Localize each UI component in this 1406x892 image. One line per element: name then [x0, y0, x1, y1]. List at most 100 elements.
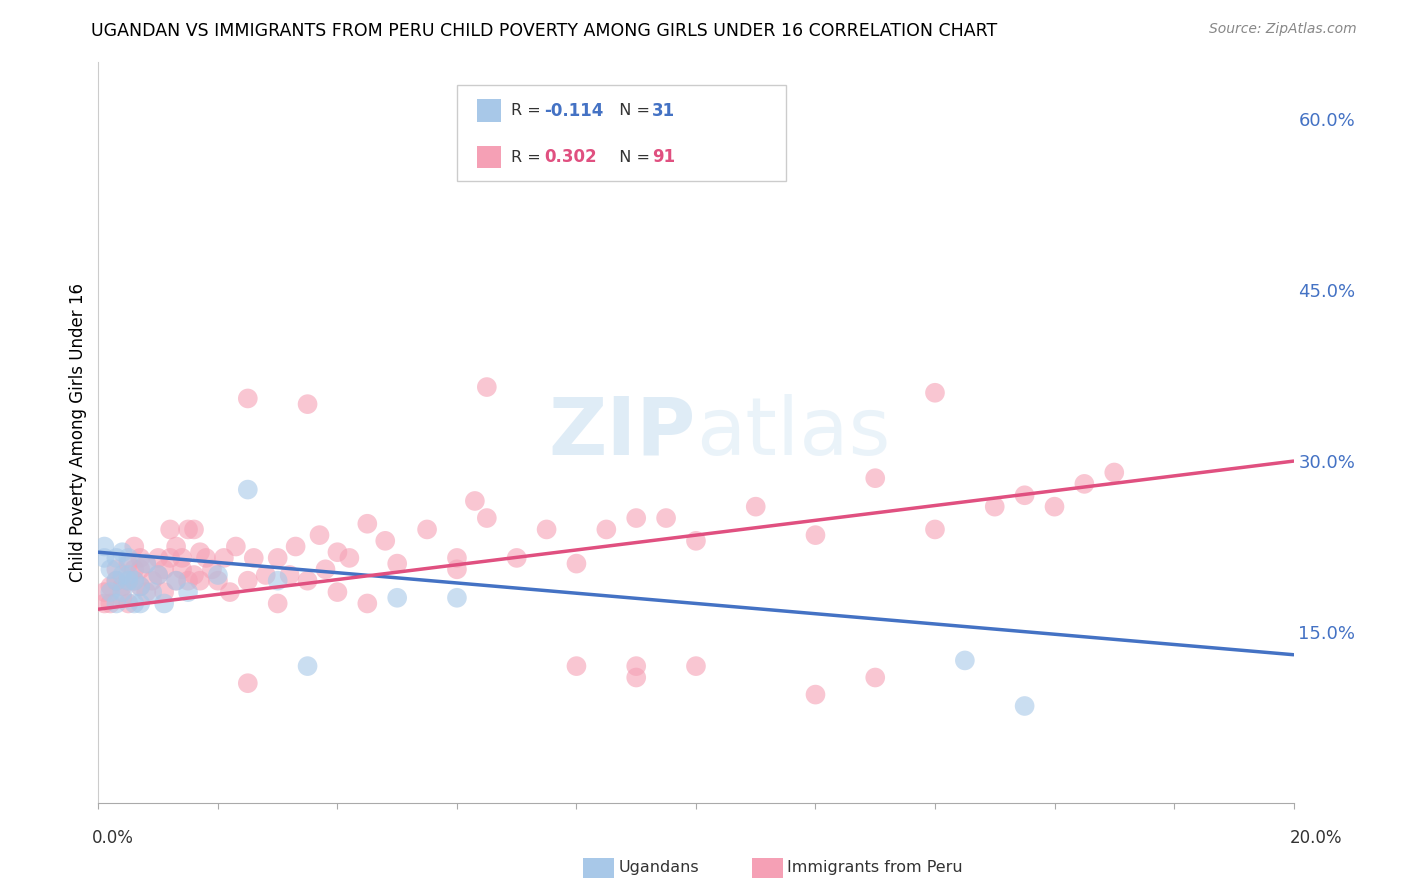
Text: 91: 91: [652, 148, 675, 166]
Point: [984, 500, 1007, 514]
Point: [141, 585, 163, 599]
Point: [93, 597, 115, 611]
Text: atlas: atlas: [696, 393, 890, 472]
Point: [506, 550, 529, 565]
Point: [267, 597, 290, 611]
Point: [924, 385, 946, 400]
Point: [129, 579, 152, 593]
Point: [315, 562, 337, 576]
Point: [225, 540, 247, 554]
FancyBboxPatch shape: [477, 99, 501, 121]
Point: [129, 550, 152, 565]
Text: -0.114: -0.114: [544, 102, 603, 120]
Point: [129, 562, 152, 576]
Point: [165, 540, 187, 554]
Y-axis label: Child Poverty Among Girls Under 16: Child Poverty Among Girls Under 16: [69, 283, 87, 582]
Text: R =: R =: [510, 103, 546, 118]
Point: [117, 568, 139, 582]
Point: [243, 550, 266, 565]
Point: [536, 523, 558, 537]
Text: Immigrants from Peru: Immigrants from Peru: [787, 860, 963, 874]
Point: [565, 659, 588, 673]
Point: [1104, 466, 1126, 480]
Point: [297, 659, 319, 673]
Point: [98, 562, 122, 576]
Point: [93, 585, 115, 599]
Point: [416, 523, 439, 537]
Point: [105, 550, 128, 565]
Point: [267, 550, 290, 565]
Point: [98, 585, 122, 599]
Point: [267, 574, 290, 588]
Text: ZIP: ZIP: [548, 393, 696, 472]
Point: [207, 574, 229, 588]
Point: [165, 574, 187, 588]
Point: [153, 585, 176, 599]
Point: [446, 550, 468, 565]
Point: [124, 562, 146, 576]
Point: [804, 688, 827, 702]
Point: [124, 574, 146, 588]
Text: UGANDAN VS IMMIGRANTS FROM PERU CHILD POVERTY AMONG GIRLS UNDER 16 CORRELATION C: UGANDAN VS IMMIGRANTS FROM PERU CHILD PO…: [91, 22, 998, 40]
Point: [159, 550, 181, 565]
Point: [236, 676, 259, 690]
Point: [188, 574, 211, 588]
Point: [297, 397, 319, 411]
Point: [117, 557, 139, 571]
Point: [183, 568, 205, 582]
Point: [111, 579, 134, 593]
Point: [172, 550, 194, 565]
Point: [865, 671, 887, 685]
Point: [177, 574, 200, 588]
Point: [1073, 476, 1095, 491]
Point: [98, 597, 122, 611]
Point: [135, 557, 157, 571]
Point: [326, 545, 349, 559]
Point: [254, 568, 277, 582]
Point: [475, 511, 498, 525]
Point: [124, 540, 146, 554]
Point: [685, 533, 707, 548]
Text: 0.0%: 0.0%: [91, 830, 134, 847]
Point: [385, 557, 409, 571]
Point: [236, 392, 259, 406]
FancyBboxPatch shape: [477, 146, 501, 169]
Point: [626, 671, 648, 685]
Text: R =: R =: [510, 150, 546, 165]
Point: [141, 574, 163, 588]
Point: [626, 659, 648, 673]
Point: [135, 557, 157, 571]
Point: [93, 550, 115, 565]
FancyBboxPatch shape: [457, 85, 786, 181]
Point: [153, 597, 176, 611]
Point: [685, 659, 707, 673]
Point: [148, 550, 170, 565]
Text: 0.302: 0.302: [544, 148, 596, 166]
Point: [565, 557, 588, 571]
Point: [446, 591, 468, 605]
Point: [117, 574, 139, 588]
Point: [745, 500, 768, 514]
Point: [177, 523, 200, 537]
Point: [339, 550, 361, 565]
Point: [93, 540, 115, 554]
Point: [183, 523, 205, 537]
Point: [135, 585, 157, 599]
Point: [236, 574, 259, 588]
Point: [148, 568, 170, 582]
Point: [865, 471, 887, 485]
Point: [159, 523, 181, 537]
Point: [111, 568, 134, 582]
Point: [195, 550, 218, 565]
Text: Source: ZipAtlas.com: Source: ZipAtlas.com: [1209, 22, 1357, 37]
Point: [804, 528, 827, 542]
Point: [105, 562, 128, 576]
Point: [236, 483, 259, 497]
Point: [595, 523, 617, 537]
Point: [626, 511, 648, 525]
Text: Ugandans: Ugandans: [619, 860, 699, 874]
Point: [177, 585, 200, 599]
Point: [212, 550, 235, 565]
Point: [924, 523, 946, 537]
Point: [278, 568, 301, 582]
